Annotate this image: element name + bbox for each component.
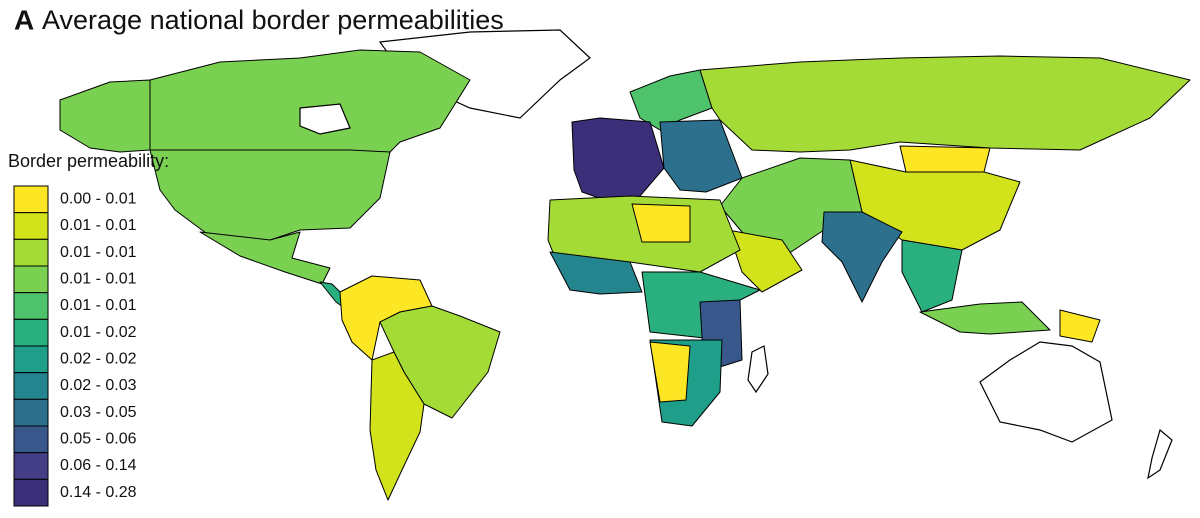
legend-label: 0.02 - 0.02 xyxy=(60,351,137,368)
legend-label: 0.03 - 0.05 xyxy=(60,404,137,421)
australia xyxy=(979,341,1113,443)
legend-swatch xyxy=(13,372,49,400)
legend-swatch xyxy=(13,238,49,267)
canada xyxy=(149,49,471,163)
legend-swatch xyxy=(13,292,49,320)
legend-swatch xyxy=(13,265,49,294)
new-zealand xyxy=(1147,428,1173,480)
legend-swatch xyxy=(13,478,49,507)
mongolia xyxy=(899,145,991,173)
arabia xyxy=(727,229,803,293)
legend-swatch xyxy=(13,212,49,240)
legend-label: 0.01 - 0.01 xyxy=(60,297,137,314)
map-title: Average national border permeabilities xyxy=(42,5,504,35)
west-africa xyxy=(549,251,643,295)
legend-label: 0.01 - 0.01 xyxy=(60,244,137,261)
legend-swatch xyxy=(13,318,49,347)
southern-cone xyxy=(369,351,425,501)
madagascar xyxy=(747,345,769,394)
legend-label: 0.01 - 0.01 xyxy=(60,271,137,288)
legend-title: Border permeability: xyxy=(8,151,169,171)
world-map xyxy=(59,29,1191,501)
indonesia xyxy=(919,301,1051,335)
legend-swatch xyxy=(13,452,49,480)
india xyxy=(821,211,903,303)
panel-label: A xyxy=(14,4,34,35)
southeast-asia xyxy=(901,239,963,313)
legend-label: 0.01 - 0.01 xyxy=(60,217,137,234)
eastern-europe xyxy=(659,119,743,193)
namibia xyxy=(649,341,691,403)
legend-swatch xyxy=(13,185,49,214)
legend-label: 0.00 - 0.01 xyxy=(60,191,137,208)
legend-swatch xyxy=(13,345,49,374)
usa xyxy=(149,149,391,251)
legend-swatch xyxy=(13,425,49,454)
libya xyxy=(631,203,691,243)
papua xyxy=(1059,309,1101,343)
legend: 0.00 - 0.01 0.01 - 0.01 0.01 - 0.01 0.01 - … xyxy=(13,185,137,507)
legend-label: 0.01 - 0.02 xyxy=(60,324,137,341)
alaska xyxy=(59,79,151,153)
legend-label: 0.05 - 0.06 xyxy=(60,431,137,448)
mexico xyxy=(199,231,331,285)
legend-label: 0.02 - 0.03 xyxy=(60,377,137,394)
legend-label: 0.06 - 0.14 xyxy=(60,457,137,474)
russia xyxy=(699,55,1191,153)
hudson-bay xyxy=(299,103,351,135)
scandinavia xyxy=(629,69,713,131)
legend-label: 0.14 - 0.28 xyxy=(60,484,137,501)
western-europe xyxy=(571,117,665,205)
legend-swatch xyxy=(13,398,49,427)
